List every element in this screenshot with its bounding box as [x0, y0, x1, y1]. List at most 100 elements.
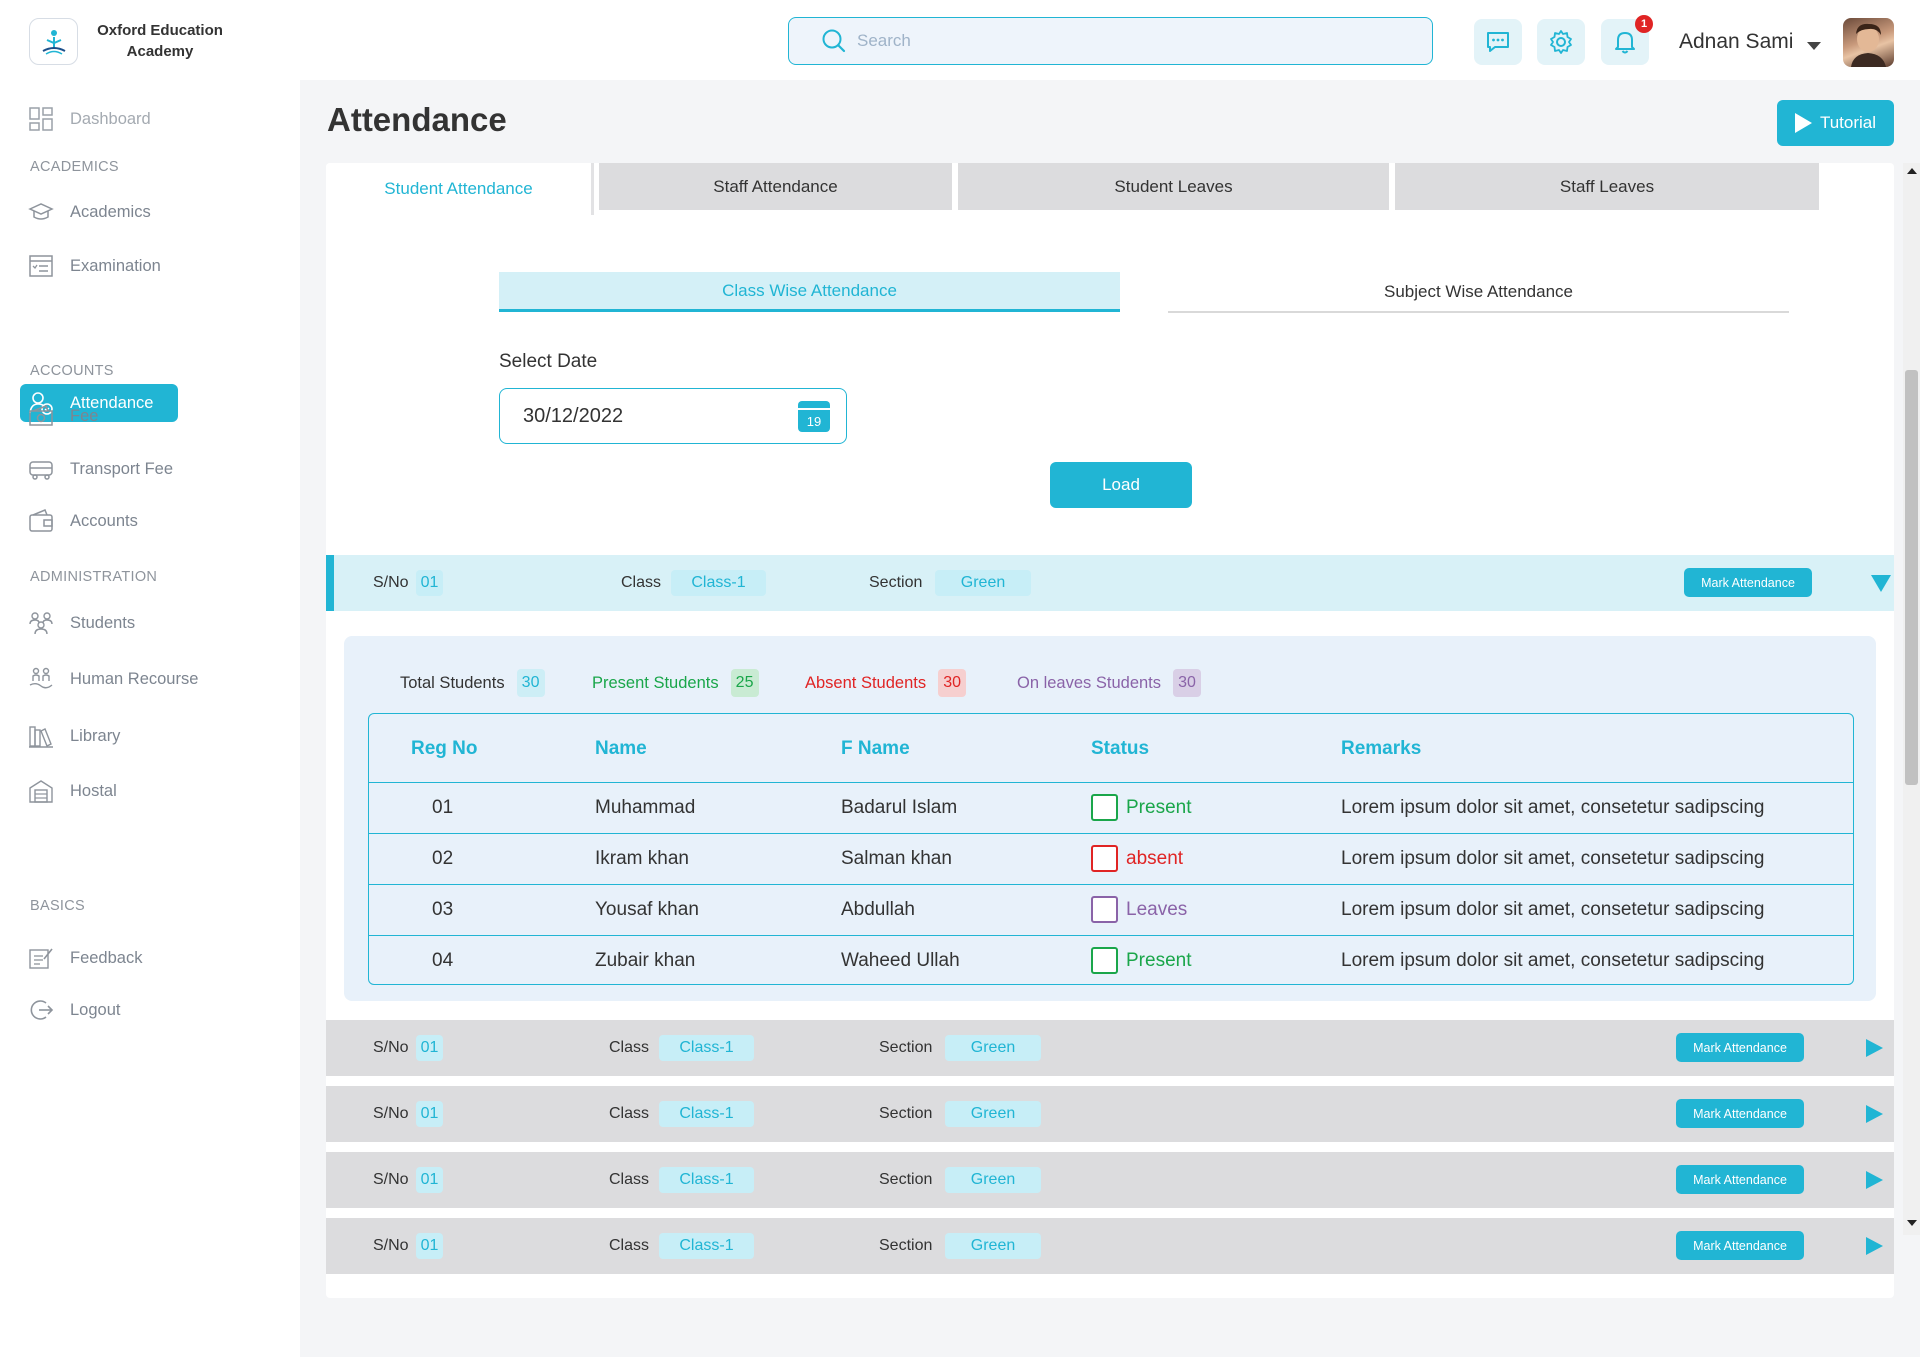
sno-value: 01: [416, 1233, 443, 1259]
sidebar-item-accounts[interactable]: Accounts: [28, 503, 138, 539]
chevron-down-icon[interactable]: [1807, 42, 1821, 50]
tab-staff-attendance[interactable]: Staff Attendance: [599, 163, 952, 210]
sidebar-item-transport-fee[interactable]: Transport Fee: [28, 451, 173, 487]
present-students-stat: Present Students 25: [592, 669, 759, 697]
user-photo: [1851, 23, 1886, 67]
sidebar-item-library[interactable]: Library: [28, 718, 120, 754]
notifications-button[interactable]: 1: [1601, 15, 1653, 65]
messages-button[interactable]: [1474, 19, 1522, 65]
collapse-arrow-icon[interactable]: [1871, 575, 1891, 592]
total-students-stat: Total Students 30: [400, 669, 545, 697]
sidebar-item-dashboard[interactable]: Dashboard: [28, 101, 151, 137]
calendar-icon[interactable]: 19: [798, 401, 830, 432]
tab-staff-leaves[interactable]: Staff Leaves: [1395, 163, 1819, 210]
sidebar-item-human-resource[interactable]: Human Recourse: [28, 661, 198, 697]
mark-attendance-button[interactable]: Mark Attendance: [1676, 1231, 1804, 1260]
feedback-icon: [28, 945, 54, 971]
attendance-card: Student Attendance Staff Attendance Stud…: [326, 163, 1894, 1298]
cash-icon: [28, 403, 54, 429]
father-name-cell: Waheed Ullah: [841, 950, 960, 971]
sidebar-item-academics[interactable]: Academics: [28, 194, 151, 230]
class-row[interactable]: S/No 01 Class Class-1 Section Green Mark…: [326, 555, 1894, 611]
academy-name-line1: Oxford Education: [97, 22, 223, 39]
sidebar-item-fee[interactable]: Fee: [28, 398, 98, 434]
absent-students-count: 30: [938, 669, 967, 697]
expand-arrow-icon[interactable]: [1866, 1105, 1883, 1123]
date-field[interactable]: 30/12/2022 19: [499, 388, 847, 444]
class-row[interactable]: S/No 01 Class Class-1 Section Green Mark…: [326, 1152, 1894, 1208]
name-cell: Zubair khan: [595, 950, 696, 971]
absent-students-stat: Absent Students 30: [805, 669, 967, 697]
table-row: 03 Yousaf khan Abdullah Leaves Lorem ips…: [369, 884, 1853, 935]
status-checkbox[interactable]: [1091, 794, 1118, 821]
sidebar-item-feedback[interactable]: Feedback: [28, 940, 142, 976]
notification-badge: 1: [1635, 15, 1653, 33]
status-checkbox[interactable]: [1091, 896, 1118, 923]
bus-icon: [28, 456, 54, 482]
class-value: Class-1: [659, 1035, 754, 1061]
section-label: Section: [869, 574, 923, 591]
class-row[interactable]: S/No 01 Class Class-1 Section Green Mark…: [326, 1218, 1894, 1274]
sno-label: S/No: [373, 574, 409, 591]
leave-students-label: On leaves Students: [1017, 673, 1162, 692]
class-label: Class: [609, 1039, 650, 1056]
status-checkbox[interactable]: [1091, 845, 1118, 872]
subtab-subject-wise[interactable]: Subject Wise Attendance: [1168, 273, 1789, 313]
scrollbar-thumb[interactable]: [1905, 370, 1918, 785]
reg-no-cell: 01: [432, 797, 454, 818]
class-details-panel: Total Students 30 Present Students 25 Ab…: [344, 636, 1876, 1001]
sidebar-item-logout[interactable]: Logout: [28, 992, 120, 1028]
top-header: Oxford Education Academy Search 1 Adnan …: [0, 0, 1920, 80]
settings-button[interactable]: [1537, 19, 1585, 65]
sidebar-item-hostal[interactable]: Hostal: [28, 773, 117, 809]
section-value: Green: [935, 570, 1031, 596]
sno-label: S/No: [373, 1171, 409, 1188]
section-value: Green: [945, 1101, 1041, 1127]
mark-attendance-button[interactable]: Mark Attendance: [1676, 1165, 1804, 1194]
mark-attendance-button[interactable]: Mark Attendance: [1684, 568, 1812, 597]
subtab-class-wise[interactable]: Class Wise Attendance: [499, 272, 1120, 312]
class-label: Class: [609, 1171, 650, 1188]
books-icon: [28, 723, 54, 749]
father-name-cell: Badarul Islam: [841, 797, 958, 818]
class-label: Class: [609, 1237, 650, 1254]
search-input[interactable]: Search: [788, 17, 1433, 65]
column-header-f-name: F Name: [841, 738, 910, 759]
gear-icon: [1550, 30, 1572, 54]
team-hand-icon: [28, 666, 54, 692]
remarks-cell: Lorem ipsum dolor sit amet, consetetur s…: [1341, 950, 1765, 971]
tab-student-attendance[interactable]: Student Attendance: [326, 163, 594, 215]
table-row: 01 Muhammad Badarul Islam Present Lorem …: [369, 782, 1853, 833]
scroll-down-arrow-icon[interactable]: [1907, 1220, 1917, 1226]
academy-logo[interactable]: [29, 18, 78, 65]
expand-arrow-icon[interactable]: [1866, 1237, 1883, 1255]
father-name-cell: Salman khan: [841, 848, 952, 869]
leave-students-stat: On leaves Students 30: [1017, 669, 1202, 697]
users-icon: [28, 610, 54, 636]
select-date-label: Select Date: [499, 351, 598, 372]
mark-attendance-button[interactable]: Mark Attendance: [1676, 1033, 1804, 1062]
tab-student-leaves[interactable]: Student Leaves: [958, 163, 1389, 210]
mark-attendance-button[interactable]: Mark Attendance: [1676, 1099, 1804, 1128]
reg-no-cell: 02: [432, 848, 454, 869]
graduation-cap-icon: [28, 199, 54, 225]
avatar[interactable]: [1843, 18, 1894, 67]
sidebar-item-attendance[interactable]: Attendance: [20, 384, 178, 422]
scroll-up-arrow-icon[interactable]: [1907, 168, 1917, 174]
status-cell: absent: [1126, 848, 1184, 869]
tutorial-button[interactable]: Tutorial: [1777, 100, 1894, 146]
sidebar-item-label: Library: [70, 726, 121, 745]
table-row: 04 Zubair khan Waheed Ullah Present Lore…: [369, 935, 1853, 984]
sidebar-item-students[interactable]: Students: [28, 605, 135, 641]
load-button[interactable]: Load: [1050, 462, 1192, 508]
expand-arrow-icon[interactable]: [1866, 1171, 1883, 1189]
sidebar-item-examination[interactable]: Examination: [28, 248, 161, 284]
status-checkbox[interactable]: [1091, 947, 1118, 974]
sidebar-item-label: Human Recourse: [70, 669, 199, 688]
user-name[interactable]: Adnan Sami: [1679, 30, 1794, 53]
class-row[interactable]: S/No 01 Class Class-1 Section Green Mark…: [326, 1086, 1894, 1142]
sidebar-item-label: Dashboard: [70, 109, 151, 128]
expand-arrow-icon[interactable]: [1866, 1039, 1883, 1057]
class-row[interactable]: S/No 01 Class Class-1 Section Green Mark…: [326, 1020, 1894, 1076]
building-icon: [28, 778, 54, 804]
